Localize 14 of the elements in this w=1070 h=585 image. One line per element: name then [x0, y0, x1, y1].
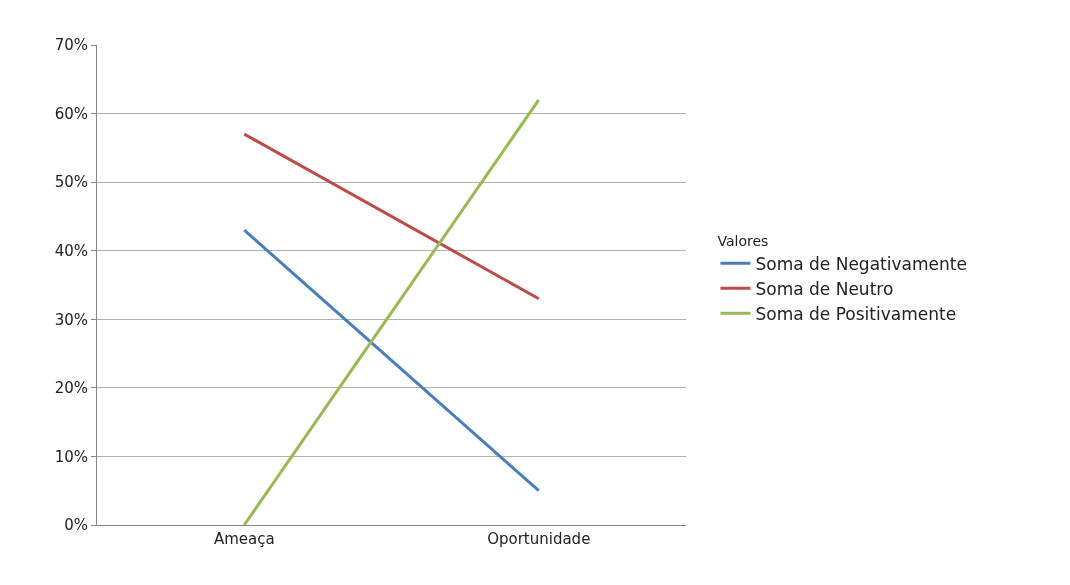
y-tick-label: 0%	[64, 516, 88, 535]
x-tick-label: Ameaça	[213, 530, 275, 548]
legend-label: Soma de Positivamente	[755, 303, 957, 324]
y-tick-label: 20%	[54, 379, 88, 398]
x-tick-label: Oportunidade	[487, 530, 591, 548]
y-tick-label: 50%	[54, 173, 88, 192]
y-tick-label: 40%	[54, 241, 88, 260]
y-tick-label: 60%	[54, 104, 88, 123]
legend-title: Valores	[717, 232, 769, 249]
legend-label: Soma de Neutro	[755, 278, 894, 299]
y-tick-label: 30%	[54, 310, 88, 329]
legend-label: Soma de Negativamente	[755, 253, 967, 274]
y-tick-label: 70%	[54, 36, 88, 55]
y-tick-label: 10%	[54, 447, 88, 466]
